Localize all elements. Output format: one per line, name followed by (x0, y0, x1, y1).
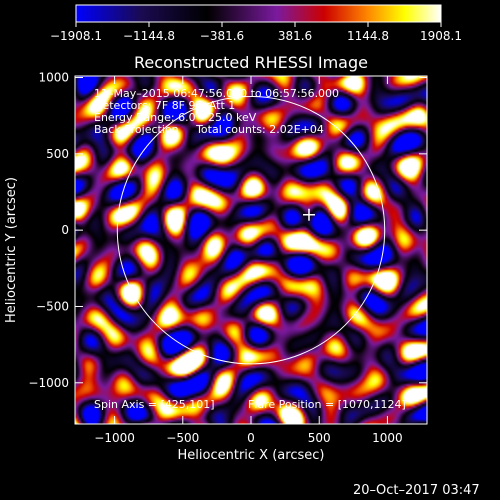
colorbar-tick-label: −381.6 (200, 29, 244, 43)
y-tick-label: −500 (36, 299, 69, 313)
annotation-time-range: 11–May–2015 06:47:56.000 to 06:57:56.000 (94, 87, 339, 100)
x-tick-label: −500 (166, 431, 199, 445)
colorbar-tick-label: −1908.1 (50, 29, 102, 43)
colorbar-tick-label: 381.6 (278, 29, 312, 43)
annotation-detectors: Detectors: 7F 8F 9F, Att 1 (94, 99, 235, 112)
heatmap-image (75, 76, 427, 424)
y-axis-title: Heliocentric Y (arcsec) (4, 177, 19, 323)
solar-limb-circle (116, 95, 386, 365)
x-tick-label: 500 (308, 431, 331, 445)
flare-marker-cross (302, 208, 315, 221)
colorbar-tick-label: 1908.1 (420, 29, 462, 43)
y-tick-label: −1000 (28, 376, 69, 390)
annotation-energy-range: Energy Range: 6.0 – 25.0 keV (94, 111, 257, 124)
colorbar (75, 4, 442, 23)
colorbar-tick-label: 1144.8 (347, 29, 389, 43)
y-tick-label: 500 (46, 147, 69, 161)
x-axis: −1000 −500 0 500 1000 (94, 76, 403, 445)
y-tick-label: 0 (61, 223, 69, 237)
x-tick-label: −1000 (94, 431, 135, 445)
colorbar-ticks: −1908.1 −1144.8 −381.6 381.6 1144.8 1908.1 (50, 22, 462, 43)
heatmap (75, 76, 427, 424)
flare-position-label: Flare Position = [1070,1124] (248, 398, 406, 411)
x-tick-label: 1000 (372, 431, 403, 445)
x-axis-title: Heliocentric X (arcsec) (178, 448, 325, 463)
colorbar-tick-label: −1144.8 (123, 29, 175, 43)
y-tick-label: 1000 (38, 71, 69, 85)
y-axis: −1000 −500 0 500 1000 (28, 71, 427, 390)
footer-timestamp: 20–Oct–2017 03:47 (353, 483, 480, 498)
plot-title: Reconstructed RHESSI Image (134, 53, 368, 72)
spin-axis-label: Spin Axis = [425,101] (94, 398, 215, 411)
x-tick-label: 0 (247, 431, 255, 445)
annotation-method-counts: Back Projection Total counts: 2.02E+04 (94, 123, 324, 136)
